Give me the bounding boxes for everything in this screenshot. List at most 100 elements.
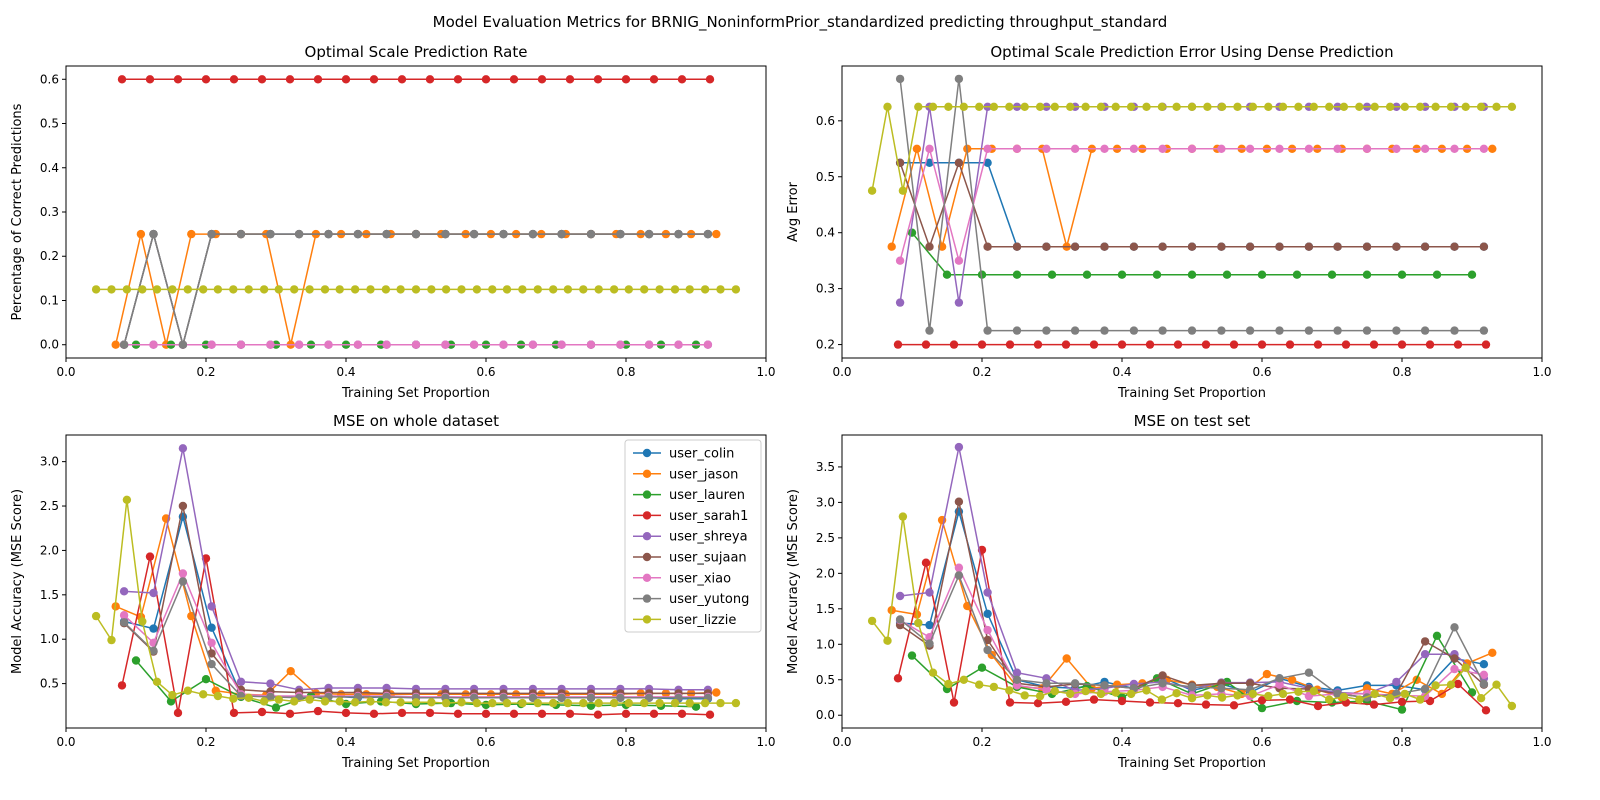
data-point	[563, 698, 573, 708]
data-point	[1275, 144, 1284, 153]
data-point	[274, 695, 283, 704]
legend-marker	[642, 552, 652, 562]
data-point	[1450, 623, 1459, 632]
data-point	[1262, 669, 1272, 679]
y-tick-label: 0.1	[40, 293, 59, 307]
data-point	[1420, 242, 1430, 251]
data-point	[1100, 681, 1109, 690]
data-point	[954, 442, 964, 452]
data-point	[1492, 102, 1501, 112]
data-point	[565, 709, 575, 718]
data-point	[928, 102, 938, 112]
figure-suptitle: Model Evaluation Metrics for BRNIG_Nonin…	[433, 13, 1168, 32]
data-point	[1050, 102, 1060, 112]
x-axis-label: Training Set Proportion	[1117, 386, 1266, 401]
data-point	[1450, 144, 1459, 153]
data-point	[1217, 242, 1226, 251]
legend-box	[624, 439, 762, 633]
data-point	[1117, 340, 1127, 349]
data-point	[895, 256, 905, 265]
data-point	[1476, 102, 1486, 112]
x-tick-label: 0.6	[476, 735, 495, 749]
data-point	[1397, 340, 1407, 349]
data-point	[1369, 700, 1379, 709]
data-point	[533, 285, 542, 294]
data-point	[1416, 102, 1425, 112]
data-point	[1187, 682, 1197, 692]
data-point	[557, 693, 566, 702]
data-point	[382, 229, 391, 239]
data-point	[898, 512, 908, 521]
data-point	[1257, 340, 1267, 349]
data-point	[644, 340, 654, 349]
data-point	[1187, 694, 1197, 703]
data-point	[350, 698, 360, 707]
data-point	[565, 75, 575, 84]
legend-marker	[642, 532, 652, 541]
data-point	[716, 285, 725, 294]
data-point	[152, 677, 162, 686]
data-point	[353, 229, 363, 239]
data-point	[1061, 340, 1071, 349]
x-tick-label: 0.0	[832, 365, 851, 379]
data-point	[621, 75, 631, 84]
y-tick-label: 0.2	[816, 338, 835, 352]
data-point	[1450, 326, 1459, 335]
data-point	[353, 340, 363, 349]
data-point	[138, 285, 147, 294]
axes-frame	[841, 65, 1543, 359]
data-point	[925, 588, 934, 597]
data-point	[624, 698, 633, 708]
data-point	[921, 340, 931, 349]
series-line-user_sarah1	[897, 549, 1487, 711]
data-point	[441, 698, 451, 708]
data-point	[537, 709, 547, 718]
data-point	[1275, 674, 1284, 683]
data-point	[1111, 688, 1120, 697]
data-point	[441, 285, 451, 294]
data-point	[411, 285, 421, 294]
y-tick-label: 2.0	[40, 543, 59, 557]
x-tick-label: 0.8	[616, 365, 635, 379]
data-point	[257, 75, 267, 84]
x-tick-label: 0.8	[616, 735, 635, 749]
legend-label-user_sujaan: user_sujaan	[669, 551, 747, 566]
data-point	[1392, 242, 1401, 251]
data-point	[1257, 703, 1267, 713]
data-point	[313, 706, 323, 716]
data-point	[366, 697, 375, 706]
data-point	[893, 340, 903, 349]
x-tick-label: 0.4	[1112, 735, 1131, 749]
data-point	[944, 679, 953, 689]
data-point	[271, 703, 281, 712]
data-point	[677, 75, 687, 84]
data-point	[1005, 102, 1014, 112]
legend-marker	[642, 469, 652, 478]
data-point	[1012, 242, 1022, 251]
series-user_sujaan	[895, 497, 1489, 702]
data-point	[921, 558, 931, 567]
data-point	[1233, 102, 1242, 112]
data-point	[341, 708, 351, 718]
data-point	[178, 577, 188, 586]
data-point	[213, 285, 223, 294]
data-point	[1425, 340, 1435, 349]
data-point	[1479, 660, 1489, 669]
data-point	[1461, 102, 1470, 112]
data-point	[1420, 326, 1430, 335]
data-point	[1203, 691, 1212, 700]
data-point	[1050, 686, 1060, 696]
data-point	[893, 674, 903, 683]
data-point	[1173, 699, 1183, 708]
x-tick-label: 0.0	[832, 735, 851, 749]
data-point	[1222, 270, 1232, 279]
data-point	[1333, 242, 1342, 251]
data-point	[1400, 689, 1410, 699]
data-point	[640, 285, 649, 294]
data-point	[1245, 326, 1255, 335]
data-point	[1042, 144, 1051, 153]
data-point	[1369, 340, 1379, 349]
data-point	[1479, 670, 1489, 679]
data-point	[1005, 686, 1014, 695]
data-point	[983, 242, 992, 251]
